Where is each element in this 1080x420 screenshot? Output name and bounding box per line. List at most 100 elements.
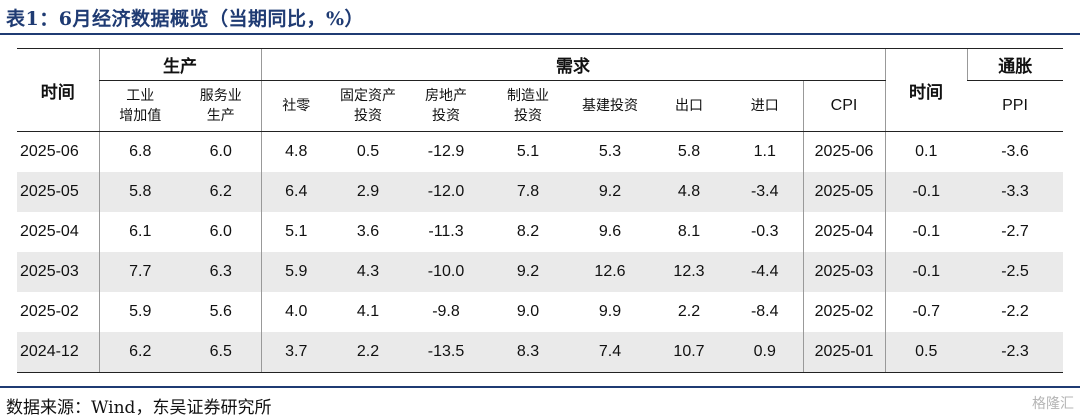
cell-date-2: 2025-06 bbox=[802, 131, 885, 172]
cell-realestate: -12.0 bbox=[405, 172, 487, 212]
cell-realestate: -9.8 bbox=[432, 303, 460, 320]
header-group-inflation: 通胀 bbox=[966, 48, 1063, 81]
header-ppi: PPI bbox=[967, 80, 1063, 132]
cell-industrial: 7.7 bbox=[98, 252, 181, 292]
cell-exports: 8.1 bbox=[677, 223, 701, 240]
cell-fai: 4.3 bbox=[331, 252, 405, 292]
table-row: 2024-12 6.2 6.5 3.7 2.2 -13.5 8.3 7.4 10.7 0.9 202… bbox=[17, 332, 1063, 373]
economic-data-table: 时间 生产 需求 时间 通胀 工业 增加值 服务业 生产 社零 固定资产 投资 房地产… bbox=[17, 48, 1063, 373]
cell-infrastructure: 9.9 bbox=[598, 303, 622, 320]
header-cpi: CPI bbox=[802, 80, 885, 132]
cell-fai: 3.6 bbox=[356, 223, 380, 240]
cell-imports: 0.9 bbox=[727, 332, 803, 373]
header-exports: 出口 bbox=[651, 80, 727, 132]
header-manufacturing: 制造业 投资 bbox=[487, 80, 569, 132]
cell-services: 6.0 bbox=[209, 223, 232, 240]
cell-cpi: 0.1 bbox=[884, 131, 967, 172]
cell-infrastructure: 12.6 bbox=[569, 252, 651, 292]
cell-ppi: -2.2 bbox=[1001, 303, 1029, 320]
cell-retail: 6.4 bbox=[260, 172, 331, 212]
table-row: 2025-06 6.8 6.0 4.8 0.5 -12.9 5.1 5.3 5.8 1.1 2025… bbox=[17, 131, 1063, 172]
cell-date: 2024-12 bbox=[17, 332, 99, 373]
cell-date: 2025-04 bbox=[20, 223, 79, 240]
source-note: 数据来源：Wind，东吴证券研究所 bbox=[6, 398, 272, 418]
cell-imports: -8.4 bbox=[750, 303, 779, 320]
cell-imports: -0.3 bbox=[750, 223, 779, 240]
table-title: 表1：6月经济数据概览（当期同比，%） bbox=[6, 8, 364, 30]
top-rule bbox=[0, 33, 1080, 35]
cell-imports: 1.1 bbox=[753, 143, 776, 160]
header-group-production: 生产 bbox=[98, 48, 261, 81]
cell-services: 6.5 bbox=[181, 332, 261, 373]
cell-services: 6.0 bbox=[209, 143, 232, 160]
cell-retail: 5.9 bbox=[260, 252, 331, 292]
header-industrial: 工业 增加值 bbox=[98, 80, 181, 132]
cell-date-2: 2025-04 bbox=[802, 212, 885, 252]
cell-date-2: 2025-01 bbox=[802, 332, 885, 373]
cell-cpi: 0.5 bbox=[884, 332, 967, 373]
cell-retail: 3.7 bbox=[260, 332, 331, 373]
cell-manufacturing: 8.3 bbox=[487, 332, 569, 373]
cell-manufacturing: 9.0 bbox=[516, 303, 540, 320]
cell-ppi: -2.5 bbox=[967, 252, 1063, 292]
cell-manufacturing: 9.2 bbox=[487, 252, 569, 292]
cell-cpi: -0.7 bbox=[884, 292, 967, 332]
cell-industrial: 6.1 bbox=[98, 212, 181, 252]
header-fai: 固定资产 投资 bbox=[331, 80, 405, 132]
cell-infrastructure: 5.3 bbox=[598, 143, 622, 160]
cell-services: 6.2 bbox=[181, 172, 261, 212]
cell-services: 6.3 bbox=[181, 252, 261, 292]
table-row: 2025-02 5.9 5.6 4.0 4.1 -9.8 9.0 9.9 2.2 -8.4 2025… bbox=[17, 292, 1063, 332]
cell-exports: 10.7 bbox=[651, 332, 727, 373]
cell-realestate: -10.0 bbox=[405, 252, 487, 292]
watermark: 格隆汇 bbox=[1032, 396, 1074, 412]
cell-exports: 5.8 bbox=[677, 143, 701, 160]
cell-fai: 0.5 bbox=[356, 143, 380, 160]
cell-fai: 2.2 bbox=[331, 332, 405, 373]
cell-manufacturing: 5.1 bbox=[516, 143, 540, 160]
header-group-demand: 需求 bbox=[260, 48, 885, 81]
cell-date-2: 2025-03 bbox=[802, 252, 885, 292]
cell-infrastructure: 7.4 bbox=[569, 332, 651, 373]
table-row: 2025-04 6.1 6.0 5.1 3.6 -11.3 8.2 9.6 8.1 -0.3 202… bbox=[17, 212, 1063, 252]
cell-fai: 2.9 bbox=[331, 172, 405, 212]
cell-cpi: -0.1 bbox=[884, 212, 967, 252]
cell-realestate: -11.3 bbox=[428, 223, 464, 240]
cell-date: 2025-06 bbox=[20, 143, 79, 160]
cell-retail: 4.0 bbox=[260, 292, 331, 332]
header-services: 服务业 生产 bbox=[181, 80, 261, 132]
cell-manufacturing: 7.8 bbox=[487, 172, 569, 212]
cell-date: 2025-02 bbox=[20, 303, 79, 320]
cell-exports: 4.8 bbox=[651, 172, 727, 212]
cell-retail: 5.1 bbox=[260, 212, 331, 252]
cell-ppi: -3.6 bbox=[1001, 143, 1029, 160]
cell-realestate: -13.5 bbox=[405, 332, 487, 373]
cell-date-2: 2025-02 bbox=[802, 292, 885, 332]
header-infrastructure: 基建投资 bbox=[569, 80, 651, 132]
cell-cpi: -0.1 bbox=[884, 172, 967, 212]
cell-retail: 4.8 bbox=[260, 131, 331, 172]
header-time-2: 时间 bbox=[884, 48, 967, 132]
table-row: 2025-03 7.7 6.3 5.9 4.3 -10.0 9.2 12.6 12.3 -4.4 2… bbox=[17, 252, 1063, 292]
header-realestate: 房地产 投资 bbox=[405, 80, 487, 132]
cell-exports: 12.3 bbox=[651, 252, 727, 292]
cell-industrial: 5.8 bbox=[98, 172, 181, 212]
header-imports: 进口 bbox=[727, 80, 803, 132]
cell-date: 2025-05 bbox=[17, 172, 99, 212]
cell-date: 2025-03 bbox=[17, 252, 99, 292]
cell-ppi: -2.3 bbox=[967, 332, 1063, 373]
cell-date-2: 2025-05 bbox=[802, 172, 885, 212]
cell-infrastructure: 9.2 bbox=[569, 172, 651, 212]
cell-realestate: -12.9 bbox=[427, 143, 465, 160]
cell-exports: 2.2 bbox=[677, 303, 701, 320]
cell-fai: 4.1 bbox=[356, 303, 380, 320]
table-row: 2025-05 5.8 6.2 6.4 2.9 -12.0 7.8 9.2 4.8 -3.4 202… bbox=[17, 172, 1063, 212]
cell-infrastructure: 9.6 bbox=[598, 223, 622, 240]
cell-imports: -4.4 bbox=[727, 252, 803, 292]
cell-ppi: -2.7 bbox=[1001, 223, 1029, 240]
cell-industrial: 6.2 bbox=[98, 332, 181, 373]
bottom-rule bbox=[0, 386, 1080, 388]
cell-manufacturing: 8.2 bbox=[516, 223, 540, 240]
header-retail: 社零 bbox=[260, 80, 331, 132]
header-time: 时间 bbox=[17, 48, 99, 132]
